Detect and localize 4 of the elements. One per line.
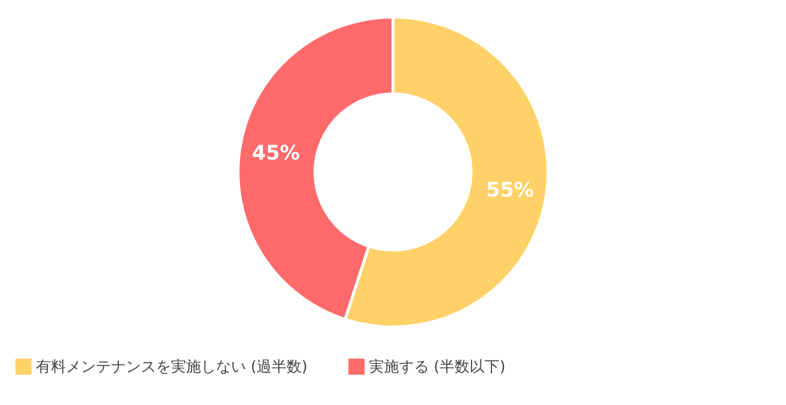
legend-label: 実施する (半数以下): [369, 358, 506, 376]
data-label: 45%: [252, 140, 300, 164]
legend-label: 有料メンテナンスを実施しない (過半数): [36, 358, 308, 376]
data-label: 55%: [486, 178, 534, 202]
